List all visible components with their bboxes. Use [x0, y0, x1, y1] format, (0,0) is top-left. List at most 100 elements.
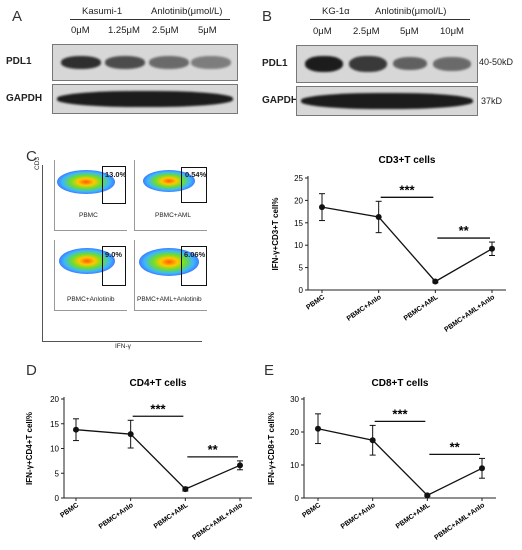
significance-label: ***: [392, 406, 408, 421]
wb-b-gapdh-band: [301, 93, 473, 109]
wb-b-row-pdl1: PDL1: [262, 58, 288, 69]
wb-a-header-rule: [70, 19, 230, 20]
y-tick-label: 0: [295, 494, 300, 503]
data-point: [424, 492, 431, 499]
data-point: [375, 213, 382, 220]
panel-letter-d: D: [26, 362, 37, 379]
y-tick-label: 5: [299, 264, 304, 273]
x-tick-label: PBMC+Anlo: [98, 502, 135, 531]
chart-cd8-t-cells: CD8+T cells 0 10 20 30 IFN-γ+CD8+T cell% PBMC P…: [267, 378, 496, 542]
chart-title: CD3+T cells: [379, 155, 436, 166]
wb-b-row-gapdh: GAPDH: [262, 95, 299, 106]
facs-plot-pbmc-aml: 0.54% PBMC+AML: [134, 160, 207, 231]
chart-cd4-t-cells: CD4+T cells 0 5 10 15 20 IFN-γ+CD4+T cell% PBMC…: [25, 378, 252, 542]
wb-b-drug-label: Anlotinib(μmol/L): [375, 6, 447, 17]
facs-plot-label: PBMC+AML+Anlotinib: [137, 296, 202, 303]
wb-a-conc-2: 2.5μM: [152, 25, 179, 36]
significance-label: ***: [150, 401, 166, 416]
facs-gate: [102, 246, 126, 286]
wb-b-conc-3: 10μM: [440, 26, 464, 37]
data-point: [369, 437, 376, 444]
x-tick-label: PBMC+AML: [403, 293, 440, 322]
wb-b-cell-line: KG-1α: [322, 6, 350, 17]
data-point: [237, 462, 243, 469]
wb-a-conc-3: 5μM: [198, 25, 217, 36]
wb-b-pdl1-band-1: [349, 56, 387, 72]
wb-a-drug-label: Anlotinib(μmol/L): [151, 6, 223, 17]
wb-b-conc-0: 0μM: [313, 26, 332, 37]
wb-b-pdl1-band-3: [433, 57, 471, 71]
data-point: [127, 431, 134, 438]
y-tick-label: 15: [50, 420, 59, 429]
facs-plot-pbmc-aml-anlotinib: 6.06% PBMC+AML+Anlotinib: [134, 240, 207, 311]
panel-letter-c: C: [26, 148, 37, 165]
data-point: [489, 245, 495, 252]
wb-b-size-gapdh: 37kD: [481, 96, 503, 106]
facs-cloud: [139, 248, 199, 276]
facs-cloud: [59, 248, 115, 274]
panel-letter-b: B: [262, 8, 273, 25]
significance-label: **: [459, 223, 470, 238]
facs-gate: [102, 166, 126, 204]
facs-plot-pbmc-anlotinib: 9.0% PBMC+Anlotinib: [54, 240, 127, 311]
wb-b-header-rule: [310, 19, 470, 20]
panel-letter-a: A: [12, 8, 23, 25]
facs-gate-value: 13.0%: [105, 170, 127, 179]
x-tick-label: PBMC+AML: [153, 501, 190, 530]
data-point: [182, 486, 189, 493]
y-tick-label: 20: [290, 428, 299, 437]
series-line: [75, 429, 241, 490]
x-tick-label: PBMC+Anlo: [346, 294, 383, 323]
y-tick-label: 10: [294, 241, 303, 250]
y-tick-label: 10: [290, 461, 299, 470]
x-tick-label: PBMC+Anlo: [340, 502, 377, 531]
wb-a-conc-1: 1.25μM: [108, 25, 140, 36]
y-axis-label: IFN-γ+CD4+T cell%: [25, 412, 34, 485]
wb-b-pdl1-band-0: [305, 56, 343, 72]
y-tick-label: 30: [290, 395, 299, 404]
facs-cloud: [143, 170, 195, 192]
x-tick-label: PBMC+AML+Anlo: [433, 502, 486, 542]
wb-b-conc-2: 5μM: [400, 26, 419, 37]
wb-a-pdl1-band-0: [61, 56, 101, 69]
facs-y-axis-line: [42, 165, 43, 341]
facs-plot-pbmc: 13.0% PBMC: [54, 160, 127, 231]
y-tick-label: 20: [294, 196, 303, 205]
chart-cd3-t-cells: CD3+T cells 0 5 10 15 20 25 IFN-γ+CD3+T cell% PB…: [271, 155, 506, 334]
y-tick-label: 20: [50, 395, 59, 404]
x-tick-label: PBMC+AML: [395, 501, 432, 530]
data-point: [319, 204, 325, 211]
y-tick-label: 25: [294, 174, 303, 183]
facs-gate: [181, 167, 207, 203]
facs-gate: [181, 246, 207, 286]
x-tick-label: PBMC: [59, 502, 80, 520]
wb-a-row-pdl1: PDL1: [6, 56, 32, 67]
x-tick-label: PBMC: [305, 294, 326, 312]
y-axis-label: IFN-γ+CD8+T cell%: [267, 412, 276, 485]
significance-label: ***: [399, 182, 415, 197]
y-tick-label: 5: [55, 469, 60, 478]
facs-plot-label: PBMC+AML: [155, 212, 191, 219]
y-tick-label: 0: [55, 494, 60, 503]
wb-b-conc-1: 2.5μM: [353, 26, 380, 37]
panel-letter-e: E: [264, 362, 275, 379]
wb-b-pdl1-blot: [296, 45, 478, 83]
wb-a-pdl1-blot: [52, 44, 238, 81]
facs-cloud: [57, 170, 115, 194]
data-point: [432, 278, 439, 285]
y-tick-label: 0: [299, 286, 304, 295]
wb-a-conc-0: 0μM: [71, 25, 90, 36]
x-tick-label: PBMC: [301, 502, 322, 520]
wb-a-row-gapdh: GAPDH: [6, 93, 43, 104]
series-line: [317, 428, 483, 497]
facs-gate-value: 9.0%: [105, 250, 123, 259]
data-point: [73, 426, 79, 433]
y-axis-label: IFN-γ+CD3+T cell%: [271, 198, 280, 271]
facs-gate-value: 0.54%: [185, 170, 207, 179]
x-tick-label: PBMC+AML+Anlo: [191, 502, 244, 542]
wb-a-cell-line: Kasumi-1: [82, 6, 123, 17]
y-tick-label: 15: [294, 219, 303, 228]
facs-y-axis-label: CD3: [34, 156, 41, 170]
wb-a-pdl1-band-1: [105, 56, 145, 69]
facs-gate-value: 6.06%: [184, 250, 206, 259]
